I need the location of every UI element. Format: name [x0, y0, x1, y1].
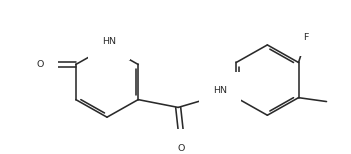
Text: O: O: [178, 144, 185, 153]
Text: HN: HN: [213, 86, 227, 95]
Text: O: O: [37, 60, 44, 69]
Text: HN: HN: [102, 37, 116, 46]
Text: F: F: [303, 33, 308, 42]
